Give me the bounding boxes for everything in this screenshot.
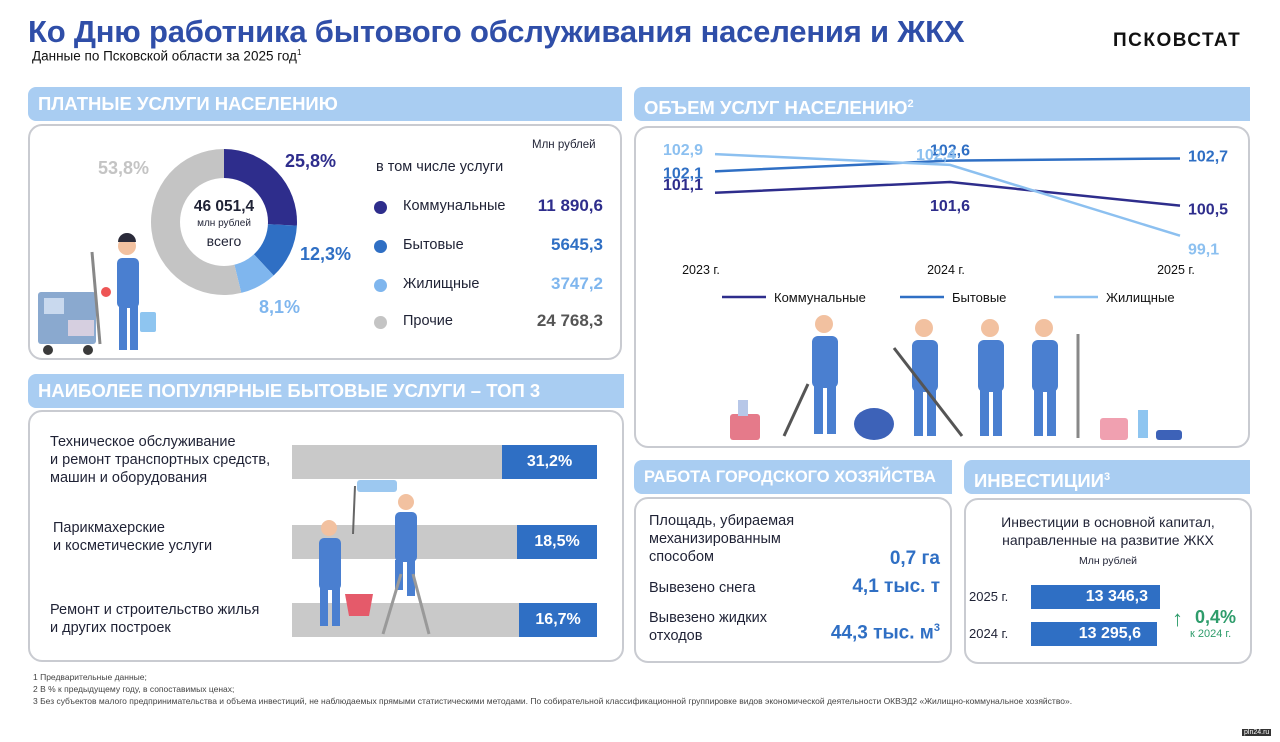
invest-bar-0: 13 346,3 bbox=[1031, 585, 1160, 609]
donut-percent-other: 53,8% bbox=[98, 158, 150, 178]
top3-label-2-line-1: и других построек bbox=[50, 620, 171, 636]
watermark: pln24.ru bbox=[1242, 729, 1272, 736]
page-subtitle: Данные по Псковской области за 2025 год1 bbox=[32, 48, 301, 64]
donut-percent-household: 12,3% bbox=[300, 244, 352, 264]
city-value-1: 4,1 тыс. т bbox=[760, 576, 940, 598]
cleaning-team-illustration bbox=[730, 315, 1182, 440]
subtitle-text: Данные по Псковской области за 2025 год bbox=[32, 48, 297, 64]
investments-heading-footnote-mark: 3 bbox=[1103, 471, 1111, 483]
city-value-2: 44,3 тыс. м3 bbox=[760, 622, 940, 644]
point-label-0-1: 101,6 bbox=[930, 198, 970, 215]
volume-panel bbox=[634, 126, 1250, 448]
point-label-2-0: 102,9 bbox=[663, 142, 703, 159]
invest-year-1: 2024 г. bbox=[969, 626, 1009, 641]
legend-dot-3 bbox=[374, 316, 387, 329]
city-value-sup-2: 3 bbox=[933, 622, 940, 634]
point-label-2-2: 99,1 bbox=[1188, 242, 1219, 259]
donut-percent-housing: 8,1% bbox=[259, 297, 301, 317]
point-label-1-1: 102,6 bbox=[930, 143, 970, 160]
series-line-2 bbox=[714, 152, 1181, 237]
city-panel bbox=[634, 497, 952, 663]
legend-value-2: 3747,2 bbox=[551, 274, 603, 293]
top3-label-1-line-1: и косметические услуги bbox=[53, 538, 213, 554]
legend-dot-2 bbox=[374, 279, 387, 292]
invest-year-0: 2025 г. bbox=[969, 589, 1009, 604]
top3-label-1-line-0: Парикмахерские bbox=[53, 520, 165, 536]
window-cleaners-illustration bbox=[319, 480, 431, 635]
top3-label-2-line-0: Ремонт и строительство жилья bbox=[50, 602, 260, 618]
city-label-0-line-0: Площадь, убираемая bbox=[649, 513, 795, 529]
city-label-1-line-0: Вывезено снега bbox=[649, 580, 756, 596]
x-tick-2: 2025 г. bbox=[1157, 263, 1195, 277]
investments-desc-line-2: направленные на развитие ЖКХ bbox=[1002, 532, 1214, 548]
city-label-2-line-1: отходов bbox=[649, 628, 703, 644]
city-label-2-line-0: Вывезено жидких bbox=[649, 610, 767, 626]
top3-bar-value-2: 16,7% bbox=[519, 603, 597, 637]
city-heading: РАБОТА ГОРОДСКОГО ХОЗЯЙСТВА bbox=[634, 460, 952, 494]
top3-bar-value-1: 18,5% bbox=[517, 525, 597, 559]
investments-desc-line-1: Инвестиции в основной капитал, bbox=[1001, 514, 1215, 530]
volume-heading-footnote-mark: 2 bbox=[907, 98, 914, 110]
legend-label-3: Прочие bbox=[403, 313, 453, 329]
donut-total-unit: млн рублей bbox=[197, 218, 251, 229]
donut-total-value: 46 051,4 bbox=[193, 198, 255, 215]
investments-growth-note: к 2024 г. bbox=[1190, 628, 1232, 640]
footnote-2: 2 В % к предыдущему году, в сопоставимых… bbox=[33, 684, 235, 694]
top3-label-0-line-2: машин и оборудования bbox=[50, 470, 208, 486]
city-label-0-line-2: способом bbox=[649, 549, 714, 565]
city-value-text-1: 4,1 тыс. т bbox=[852, 576, 940, 597]
legend-value-1: 5645,3 bbox=[551, 235, 603, 254]
paid-services-donut-chart bbox=[151, 149, 297, 295]
growth-arrow-icon: ↑ bbox=[1172, 606, 1183, 631]
donut-percent-communal: 25,8% bbox=[285, 151, 337, 171]
city-value-text-0: 0,7 га bbox=[889, 548, 940, 569]
legend-value-0: 11 890,6 bbox=[537, 196, 603, 215]
footnote-3: 3 Без субъектов малого предпринимательст… bbox=[33, 696, 1073, 706]
point-label-2-1: 102,4 bbox=[916, 147, 956, 164]
series-line-1 bbox=[714, 157, 1181, 173]
point-label-0-2: 100,5 bbox=[1188, 202, 1228, 219]
subtitle-footnote-mark: 1 bbox=[296, 48, 302, 57]
city-value-0: 0,7 га bbox=[760, 548, 940, 570]
investments-heading: ИНВЕСТИЦИИ3 bbox=[964, 460, 1250, 494]
legend-label-1: Бытовые bbox=[403, 237, 464, 253]
legend-dot-0 bbox=[374, 201, 387, 214]
donut-total-label: всего bbox=[206, 233, 242, 249]
legend-label-2: Жилищные bbox=[403, 276, 480, 292]
top3-bar-value-0: 31,2% bbox=[502, 445, 597, 479]
legend-entry-0: Коммунальные bbox=[774, 290, 866, 305]
paid-services-heading: ПЛАТНЫЕ УСЛУГИ НАСЕЛЕНИЮ bbox=[28, 87, 622, 121]
investments-heading-text: ИНВЕСТИЦИИ bbox=[974, 470, 1104, 492]
city-label-0-line-1: механизированным bbox=[649, 531, 781, 547]
page-title: Ко Дню работника бытового обслуживания н… bbox=[28, 14, 965, 49]
point-label-1-0: 102,1 bbox=[663, 165, 703, 182]
pskovstat-logo: ПСКОВСТАТ bbox=[1113, 30, 1242, 51]
top3-bar-track-2 bbox=[292, 603, 520, 637]
legend-value-3: 24 768,3 bbox=[536, 311, 603, 330]
investments-growth: 0,4% bbox=[1195, 607, 1237, 627]
legend-entry-1: Бытовые bbox=[952, 290, 1006, 305]
investments-unit: Млн рублей bbox=[1078, 555, 1138, 567]
paid-services-subheading: в том числе услуги bbox=[376, 159, 504, 175]
top3-label-0-line-1: и ремонт транспортных средств, bbox=[50, 452, 271, 468]
x-tick-1: 2024 г. bbox=[927, 263, 965, 277]
legend-entry-2: Жилищные bbox=[1106, 290, 1175, 305]
top3-heading: НАИБОЛЕЕ ПОПУЛЯРНЫЕ БЫТОВЫЕ УСЛУГИ – ТОП… bbox=[28, 374, 624, 408]
city-value-text-2: 44,3 тыс. м bbox=[830, 622, 934, 644]
legend-dot-1 bbox=[374, 240, 387, 253]
volume-heading-text: ОБЪЕМ УСЛУГ НАСЕЛЕНИЮ bbox=[644, 97, 908, 119]
footnote-1: 1 Предварительные данные; bbox=[33, 672, 147, 682]
series-line-0 bbox=[714, 180, 1181, 207]
paid-services-unit: Млн рублей bbox=[532, 139, 596, 151]
x-tick-0: 2023 г. bbox=[682, 263, 720, 277]
volume-heading: ОБЪЕМ УСЛУГ НАСЕЛЕНИЮ2 bbox=[634, 87, 1250, 121]
point-label-1-2: 102,7 bbox=[1188, 148, 1228, 165]
point-label-0-0: 101,1 bbox=[663, 177, 703, 194]
top3-bar-track-0 bbox=[292, 445, 502, 479]
invest-bar-1: 13 295,6 bbox=[1031, 622, 1157, 646]
volume-line-chart: 101,1 101,6 100,5 102,1 102,6 102,7 102,9 102,4… bbox=[663, 142, 1228, 305]
top3-label-0-line-0: Техническое обслуживание bbox=[50, 434, 236, 450]
legend-label-0: Коммунальные bbox=[403, 198, 506, 214]
cleaner-with-cart-illustration bbox=[38, 233, 156, 355]
